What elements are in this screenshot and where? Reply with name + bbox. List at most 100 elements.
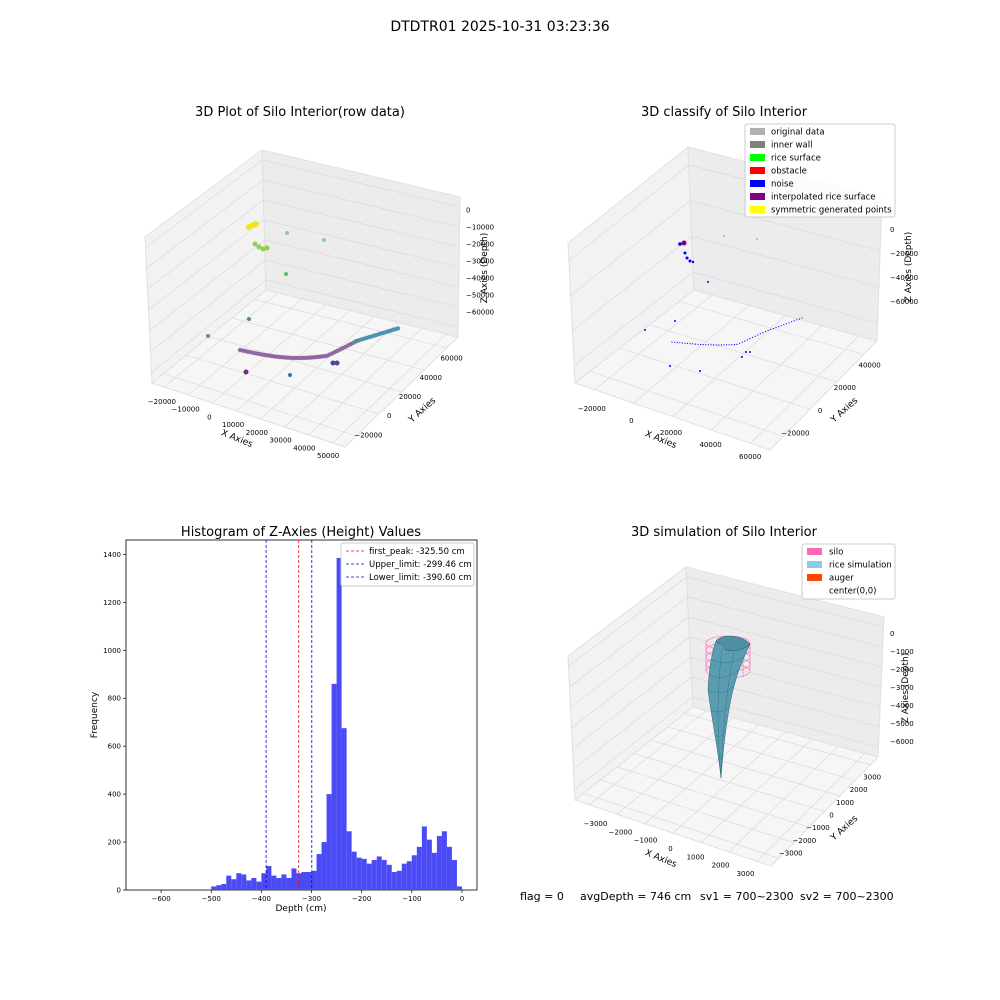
raw-z-tick-label: −40000 <box>466 275 494 283</box>
cls-legend-swatch <box>750 180 765 187</box>
panel-simulation-3d-title: 3D simulation of Silo Interior <box>631 525 818 540</box>
raw-scatter-points <box>206 221 358 377</box>
hist-x-ticks: −600 −500 −400 −300 −200 −100 0 <box>151 890 464 903</box>
sim-gridline <box>633 753 825 812</box>
hist-bar <box>446 846 452 890</box>
hist-bar <box>311 870 317 890</box>
cls-point <box>688 259 692 263</box>
hist-bar <box>411 855 417 890</box>
hist-title: Histogram of Z-Axies (Height) Values <box>181 525 421 540</box>
hist-bar <box>376 856 382 890</box>
raw-point <box>253 221 259 227</box>
cls-point <box>683 251 687 255</box>
sim-gridline <box>583 793 779 859</box>
raw-point <box>288 373 292 377</box>
cls-gridline <box>750 335 859 444</box>
footer-flag: flag = 0 <box>520 890 564 903</box>
sim-y-tick-label: 0 <box>829 812 833 820</box>
cls-arc-point <box>778 326 780 328</box>
hist-bar <box>426 839 432 890</box>
cls-arc-point <box>674 341 676 343</box>
hist-bar <box>416 846 422 890</box>
cls-x-tick-label: −20000 <box>578 405 606 413</box>
hist-y-tick-label: 1200 <box>103 599 121 607</box>
sim-z-tick-label: 0 <box>890 630 894 638</box>
sim-x-axis-label: X Axies <box>643 848 678 870</box>
raw-gridline <box>208 336 402 393</box>
hist-bar <box>291 868 297 890</box>
hist-y-tick-label: 1000 <box>103 647 121 655</box>
cls-arc-point <box>676 341 678 344</box>
hist-x-tick-label: 0 <box>460 895 464 903</box>
cls-point <box>674 320 676 322</box>
hist-bar <box>346 831 352 890</box>
cls-arc-point <box>741 341 743 343</box>
sim-legend: silo rice simulation auger center(0,0) <box>801 543 896 600</box>
cls-z-tick-labels: 0 −20000 −40000 −60000 <box>890 226 918 306</box>
cls-arc-point <box>731 344 733 346</box>
cls-point <box>685 256 689 260</box>
sim-gridline <box>568 576 884 667</box>
sim-z-tick-label: −1000 <box>890 648 914 656</box>
hist-bar <box>241 874 247 890</box>
cls-arc-point <box>752 336 754 338</box>
sim-z-tick-label: −2000 <box>890 666 914 674</box>
sim-y-tick-label: −3000 <box>779 850 803 858</box>
cls-arc-point <box>720 344 723 346</box>
cls-point <box>681 240 687 246</box>
sim-rice-mesh-line <box>709 667 741 678</box>
raw-gridline <box>147 199 460 290</box>
cls-z-tick-label: −20000 <box>890 250 918 258</box>
hist-y-ticks: 0 200 400 600 800 1000 1200 1400 <box>103 551 126 895</box>
cls-arc-points <box>671 317 803 346</box>
sim-legend-swatch <box>807 561 822 568</box>
footer-stats: flag = 0 avgDepth = 746 cm sv1 = 700~230… <box>520 890 894 903</box>
raw-z-axis-label: Z Axies (Depth) <box>480 233 490 304</box>
hist-legend: first_peak: -325.50 cm Upper_limit: -299.… <box>340 542 475 587</box>
hist-bar <box>371 860 377 890</box>
cls-point <box>669 365 671 367</box>
cls-arc-point <box>757 334 759 336</box>
raw-point <box>264 245 270 251</box>
cls-y-axis-label: Y Axies <box>828 396 860 426</box>
sim-legend-label: silo <box>829 548 843 558</box>
sim-rice-mesh-line <box>711 655 746 663</box>
cls-arc-point <box>772 328 775 330</box>
cls-legend-swatch <box>750 128 765 135</box>
raw-x-tick-label: 10000 <box>222 421 244 429</box>
cls-arc-point <box>770 328 772 331</box>
cls-arc-point <box>754 335 756 337</box>
cls-legend-swatch <box>750 193 765 200</box>
sim-x-tick-label: 1000 <box>687 853 705 861</box>
sim-x-tick-label: 0 <box>668 845 672 853</box>
hist-bar <box>431 852 437 890</box>
cls-arc-point <box>700 343 702 346</box>
raw-z-tick-label: −50000 <box>466 292 494 300</box>
cls-scatter-points <box>644 235 758 372</box>
cls-point <box>741 356 743 358</box>
cls-legend-swatch <box>750 154 765 161</box>
hist-bar <box>336 557 342 890</box>
hist-y-tick-label: 1400 <box>103 551 121 559</box>
sim-gridline <box>569 596 883 688</box>
cls-arc-point <box>801 317 803 319</box>
hist-x-tick-label: −200 <box>352 895 371 903</box>
sim-gridline <box>571 636 882 729</box>
sim-x-tick-label: 3000 <box>737 870 755 878</box>
raw-z-tick-label: 0 <box>466 207 470 215</box>
cls-arc-point <box>765 330 767 332</box>
cls-y-tick-label: 0 <box>818 407 822 415</box>
sim-gridline <box>573 676 880 770</box>
hist-bar <box>276 878 282 890</box>
hist-bar <box>356 857 362 890</box>
hist-bar <box>341 728 347 890</box>
cls-gridline <box>619 347 811 410</box>
sim-legend-label: rice simulation <box>829 561 892 571</box>
cls-gridline <box>672 315 786 417</box>
raw-point <box>285 231 289 235</box>
sim-legend-label: auger <box>829 574 854 584</box>
raw-y-tick-label: 20000 <box>399 393 421 401</box>
hist-x-tick-label: −400 <box>252 895 271 903</box>
cls-legend-label: original data <box>771 128 825 138</box>
sim-x-tick-label: 2000 <box>712 862 730 870</box>
